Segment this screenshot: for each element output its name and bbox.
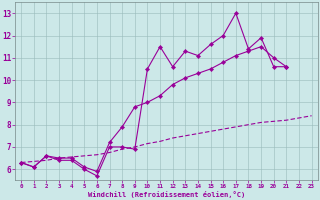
X-axis label: Windchill (Refroidissement éolien,°C): Windchill (Refroidissement éolien,°C) xyxy=(88,191,245,198)
